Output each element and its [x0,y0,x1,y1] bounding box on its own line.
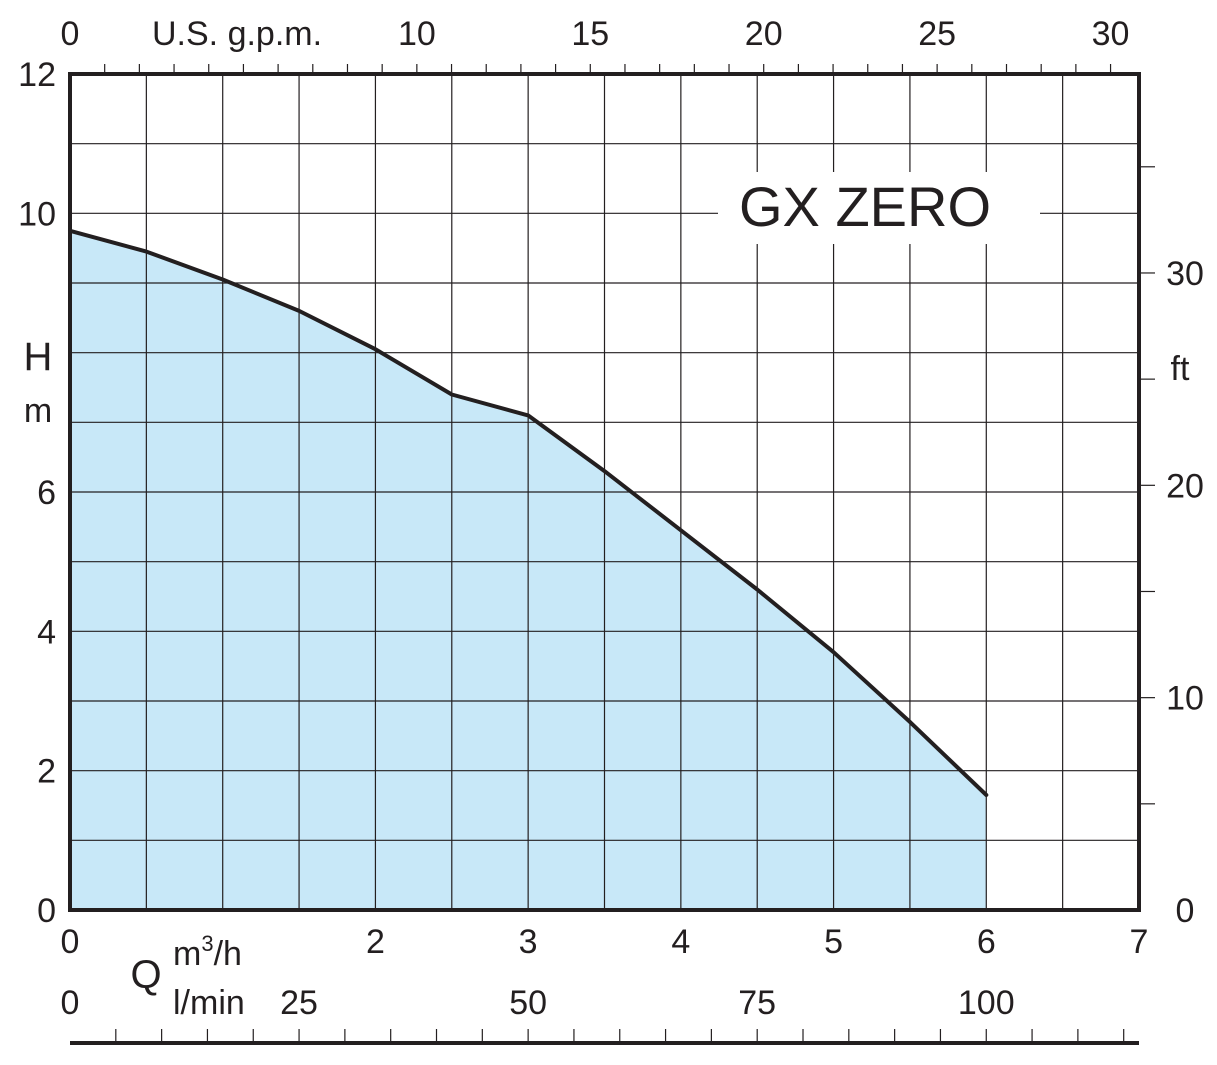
top-axis-unit: U.S. g.p.m. [152,15,322,53]
bottom-axis-tick-label: 7 [1130,923,1149,961]
lpm-axis-tick-label: 100 [958,984,1015,1022]
label-layer: GX ZERO U.S. g.p.m. H m ft Q m3/h l/min [24,15,1190,1022]
left-axis-unit: m [24,392,52,430]
left-axis-tick-label: 10 [18,195,56,233]
lpm-axis-unit: l/min [173,984,245,1022]
left-axis-tick-label: 4 [37,613,56,651]
lpm-axis-tick-label: 50 [509,984,547,1022]
lpm-axis-tick-label: 75 [738,984,776,1022]
plot-frame [68,72,1141,912]
curve-layer [68,228,989,797]
lpm-axis-tick-label: 0 [61,984,80,1022]
right-axis-tick-label: 10 [1166,680,1204,718]
chart-title: GX ZERO [739,175,991,238]
left-axis-tick-label: 12 [18,56,56,94]
left-axis-label: H [24,335,53,379]
title-background [718,172,1040,244]
top-axis-tick-label: 0 [61,15,80,53]
right-axis-unit: ft [1171,350,1190,388]
bottom-axis-unit-sup: 3 [201,931,213,956]
left-axis-tick-label: 2 [37,753,56,791]
right-axis-tick-label: 0 [1176,892,1195,930]
top-axis-tick-label: 20 [745,15,783,53]
top-axis-tick-label: 15 [571,15,609,53]
top-axis-tick-label: 25 [918,15,956,53]
bottom-axis-unit-rest: /h [214,935,242,973]
bottom-axis-tick-label: 6 [977,923,996,961]
frame-layer [68,72,1141,1045]
bottom-axis-tick-label: 5 [824,923,843,961]
bottom-axis-tick-label: 2 [366,923,385,961]
right-axis-tick-label: 30 [1166,255,1204,293]
bottom-axis-tick-label: 3 [519,923,538,961]
left-axis-tick-label: 0 [37,892,56,930]
right-axis-tick-label: 20 [1166,467,1204,505]
lpm-axis-tick-label: 25 [280,984,318,1022]
top-axis-tick-label: 30 [1092,15,1130,53]
left-axis-tick-label: 6 [37,474,56,512]
bottom-axis-unit: m3/h [173,931,242,973]
bottom-axis-quantity: Q [130,953,161,997]
bottom-axis-tick-label: 0 [61,923,80,961]
bottom-axis-unit-base: m [173,935,201,973]
performance-curve-line [68,228,989,797]
top-axis-tick-label: 10 [398,15,436,53]
bottom-axis-tick-label: 4 [671,923,690,961]
